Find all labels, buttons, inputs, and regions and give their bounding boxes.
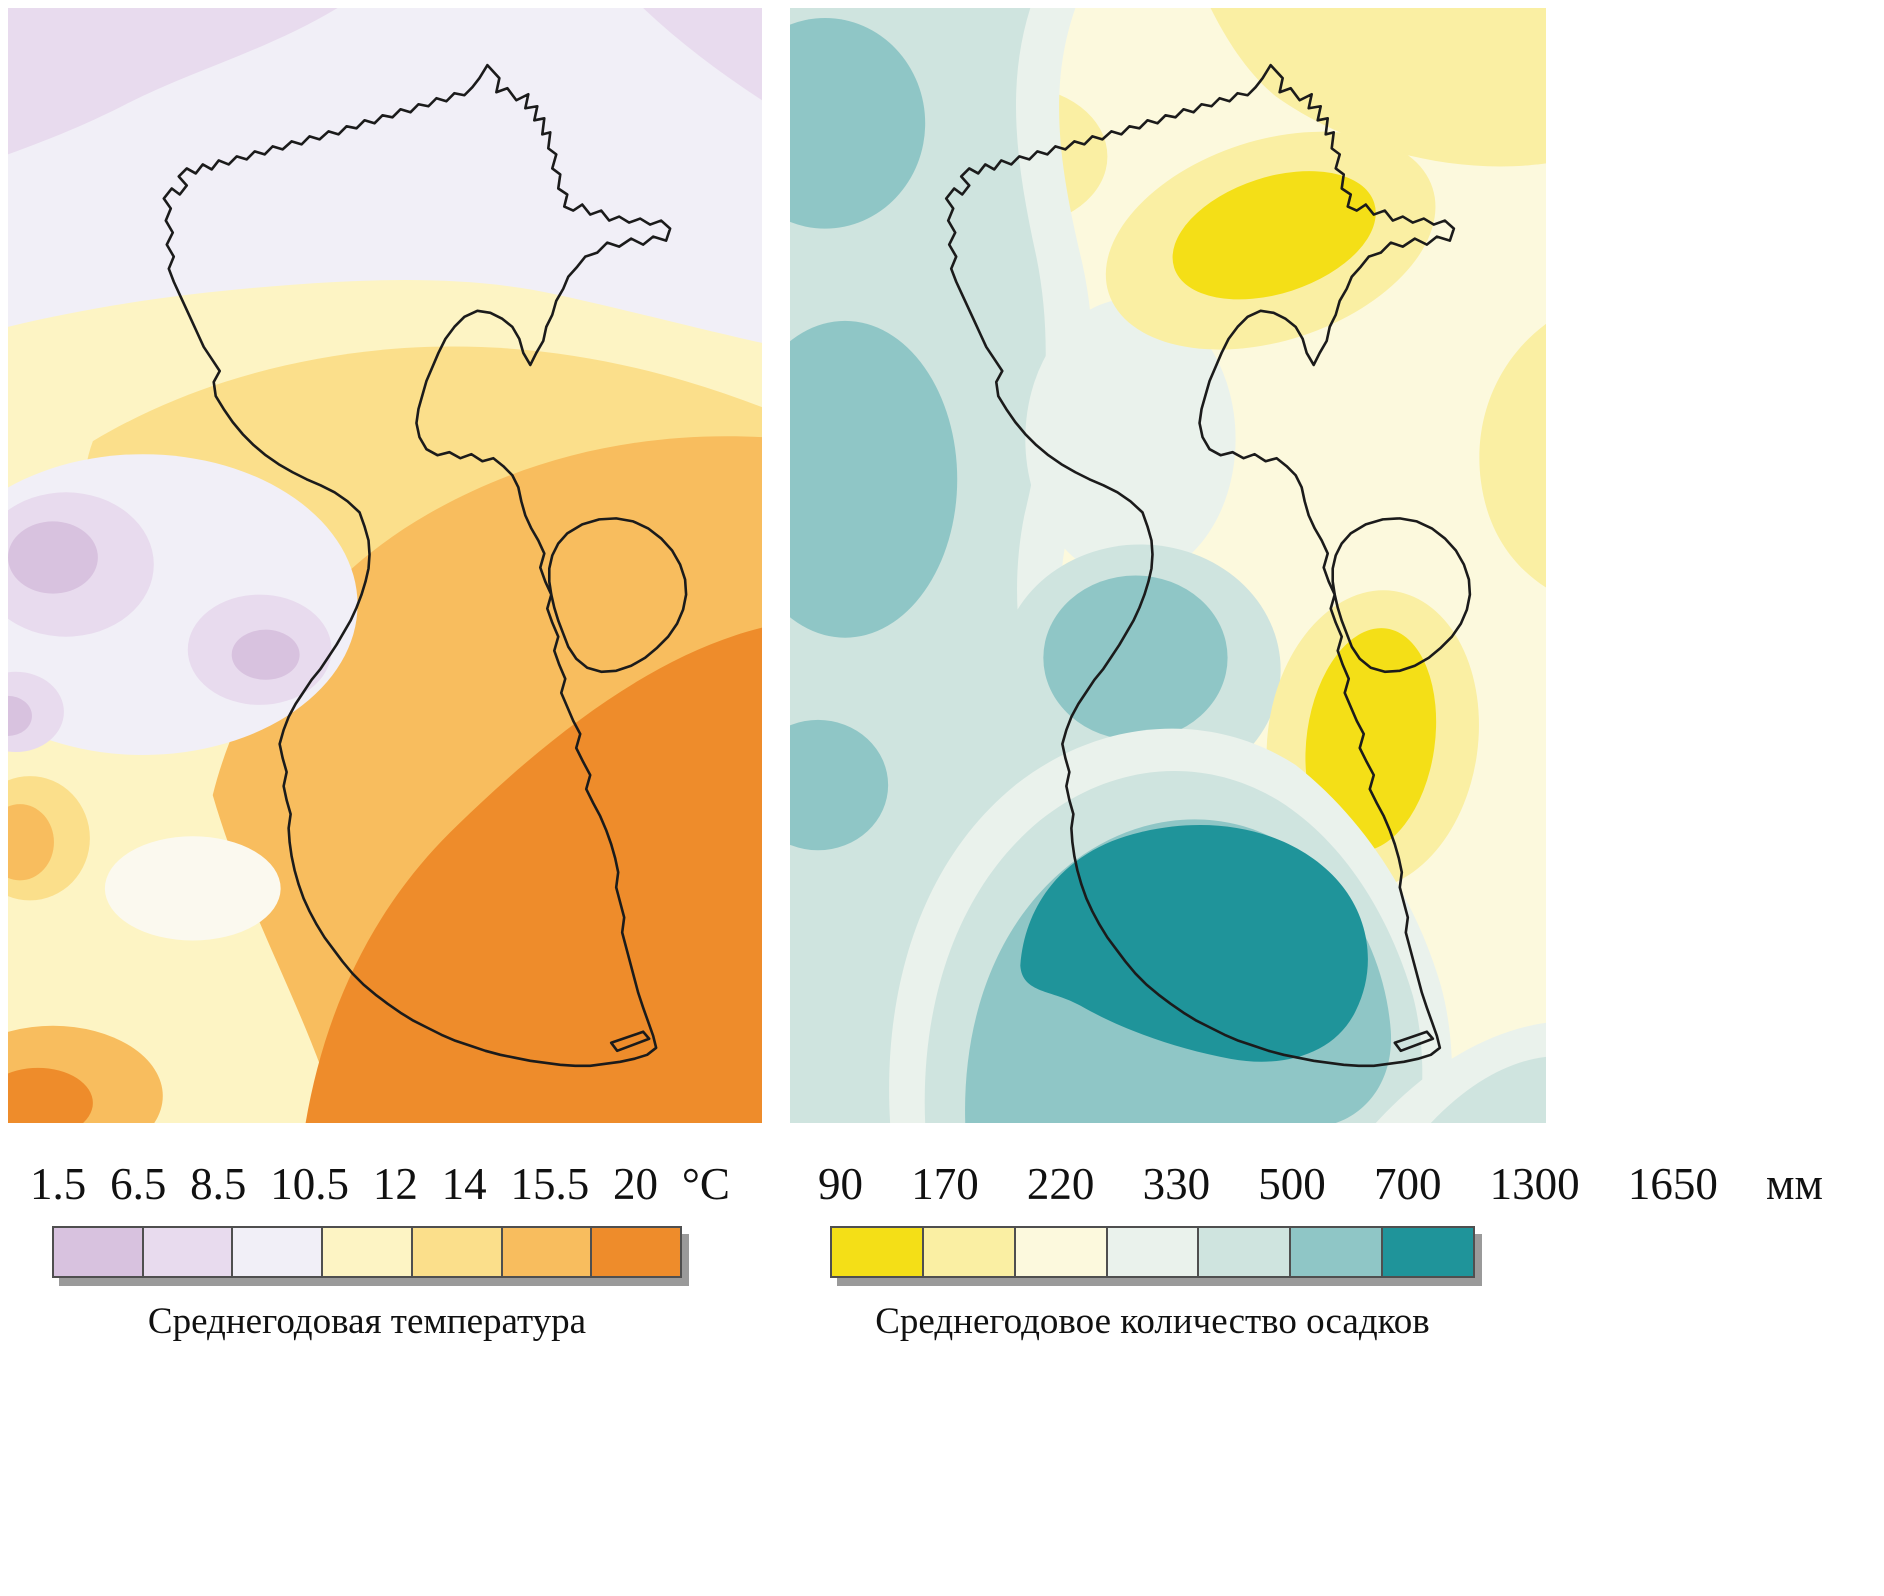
legend-color-cell <box>54 1227 142 1276</box>
legend-unit-label: мм <box>1766 1159 1823 1209</box>
legend-tick-label: 8.5 <box>190 1159 247 1209</box>
temperature-legend-scale-labels: 1.5 6.5 8.5 10.5 12 14 15.5 20 °C <box>30 1159 730 1210</box>
blob-yellow-mid-core <box>1305 628 1437 852</box>
legend-tick-label: 12 <box>372 1159 418 1209</box>
legend-color-cell <box>1013 1227 1106 1276</box>
blob-purple-mid-core <box>231 629 300 680</box>
blob-teal-left <box>790 320 958 638</box>
legend-color-cell <box>500 1227 591 1276</box>
temperature-legend: 1.5 6.5 8.5 10.5 12 14 15.5 20 °C Среднегодовая … <box>30 1159 730 1343</box>
legend-tick-label: 1300 <box>1489 1159 1580 1209</box>
band-deep-orange <box>305 627 762 1123</box>
blob-orange-corner-core <box>8 1067 93 1123</box>
legend-color-cell <box>921 1227 1014 1276</box>
legend-tick-label: 90 <box>818 1159 863 1209</box>
legend-tick-label: 15.5 <box>510 1159 590 1209</box>
band-pale-teal-corner <box>1430 1056 1546 1123</box>
legend-tick-label: 220 <box>1026 1159 1095 1209</box>
legend-tick-label: 330 <box>1142 1159 1211 1209</box>
blob-palest-teal-center <box>1025 298 1236 580</box>
blob-teal-center <box>1043 575 1228 740</box>
band-purple-top-left <box>8 8 338 155</box>
precipitation-map <box>790 8 1546 1123</box>
precipitation-legend-scale-labels: 90 170 220 330 500 700 1300 1650 мм <box>818 1159 1823 1210</box>
blob-purple-edge-core <box>8 695 32 736</box>
blob-teal-top-left <box>790 18 926 229</box>
legend-color-cell <box>410 1227 501 1276</box>
legend-color-cell <box>832 1227 922 1276</box>
temperature-map-caption: Среднегодовая температура <box>147 1300 587 1342</box>
band-pale-yellow-top-right <box>1210 8 1546 167</box>
legend-tick-label: 10.5 <box>270 1159 349 1209</box>
legend-color-cell <box>321 1227 411 1276</box>
legend-tick-label: 1650 <box>1627 1159 1718 1209</box>
mass-dark-teal-core <box>1020 825 1368 1062</box>
legend-color-cell <box>231 1227 322 1276</box>
legend-tick-label: 700 <box>1373 1159 1442 1209</box>
legend-tick-label: 20 <box>613 1159 659 1209</box>
blob-light-patch <box>104 836 281 941</box>
legend-unit-label: °C <box>681 1159 730 1209</box>
legend-tick-label: 1.5 <box>30 1159 87 1209</box>
precipitation-contour-bands <box>790 8 1546 1123</box>
legend-tick-label: 500 <box>1258 1159 1326 1209</box>
band-purple-top-right <box>643 8 762 101</box>
blob-orange-edge-core <box>8 804 54 881</box>
temperature-map <box>8 8 762 1123</box>
legend-color-cell <box>590 1227 681 1276</box>
legend-tick-label: 170 <box>911 1159 979 1209</box>
legend-color-cell <box>141 1227 232 1276</box>
legend-color-cell <box>1197 1227 1290 1276</box>
precipitation-legend-color-bar <box>830 1225 1475 1278</box>
legend-tick-label: 14 <box>441 1159 487 1209</box>
blob-purple-left-core <box>8 521 98 594</box>
legend-tick-label: 6.5 <box>110 1159 167 1209</box>
blob-yellow-upper-core <box>1172 171 1376 300</box>
legend-color-cell <box>1289 1227 1382 1276</box>
precipitation-legend: 90 170 220 330 500 700 1300 1650 мм Среднегодово… <box>818 1159 1823 1343</box>
band-pale-yellow-right <box>1479 323 1546 588</box>
temperature-contour-bands <box>8 8 762 1123</box>
legend-color-cell <box>1381 1227 1474 1276</box>
blob-teal-left-lower <box>790 719 889 851</box>
temperature-legend-color-bar <box>52 1225 682 1278</box>
precipitation-map-caption: Среднегодовое количество осадков <box>875 1300 1430 1342</box>
legend-color-cell <box>1105 1227 1198 1276</box>
